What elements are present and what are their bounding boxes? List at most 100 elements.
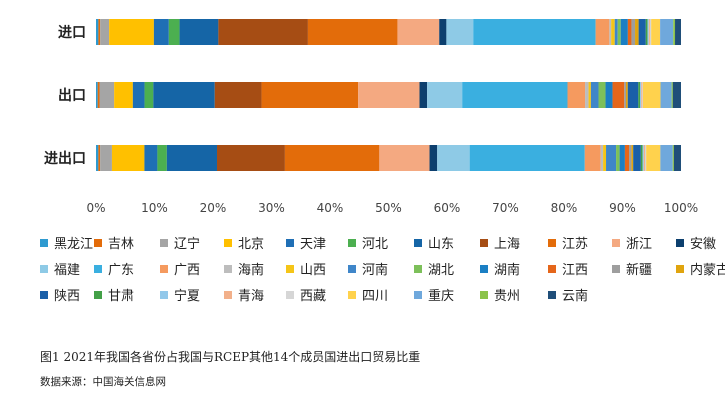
bar-segment (640, 82, 642, 108)
bar-segment (603, 145, 607, 171)
bar-segment (673, 145, 681, 171)
x-tick-label: 30% (258, 201, 285, 215)
legend-item: 宁夏 (160, 285, 200, 304)
legend-item: 山东 (414, 233, 454, 252)
bar-segment (642, 82, 643, 108)
legend-item: 广西 (160, 259, 200, 278)
bar-segment (627, 19, 632, 45)
bar-segment (631, 19, 636, 45)
bar-segment (590, 82, 599, 108)
bar-segment (660, 145, 673, 171)
bar-segment (179, 19, 219, 45)
legend-label: 云南 (562, 289, 589, 304)
x-tick-label: 40% (317, 201, 344, 215)
legend-label: 内蒙古 (690, 263, 725, 278)
bar-segment (284, 145, 380, 171)
bar-segment (641, 82, 643, 108)
legend-swatch (676, 238, 684, 247)
bar-segment (611, 19, 615, 45)
legend-swatch (548, 264, 556, 273)
legend-label: 甘肃 (108, 289, 135, 304)
legend-row: 陕西 甘肃 宁夏 青海 西藏 四川 重庆 贵州 云南 (40, 285, 720, 311)
bar-segment (585, 82, 589, 108)
bar-segment (605, 82, 613, 108)
legend-swatch (40, 290, 48, 299)
bar-segment (649, 19, 652, 45)
bar-segment (144, 145, 158, 171)
bar-segment (429, 145, 438, 171)
bar-segment (218, 19, 308, 45)
bar-segment (261, 82, 359, 108)
legend-item: 天津 (286, 233, 326, 252)
bar-segment (612, 82, 625, 108)
bar-segment (437, 145, 470, 171)
legend-item: 北京 (224, 233, 264, 252)
legend-label: 陕西 (54, 289, 81, 304)
bar-segment (646, 145, 661, 171)
legend-swatch (548, 290, 556, 299)
legend-label: 四川 (362, 289, 389, 304)
legend-label: 广东 (108, 263, 135, 278)
legend-item: 河北 (348, 233, 388, 252)
legend-item: 海南 (224, 259, 264, 278)
bar-segment (98, 145, 101, 171)
legend-item: 福建 (40, 259, 80, 278)
legend-swatch (40, 264, 48, 273)
bar-segment (629, 145, 632, 171)
legend-item: 青海 (224, 285, 264, 304)
legend-label: 湖北 (428, 263, 455, 278)
legend-item: 新疆 (612, 259, 652, 278)
bar-segment (626, 82, 628, 108)
x-tick-label: 90% (609, 201, 636, 215)
bar-segment (462, 82, 568, 108)
bar-segment (609, 19, 612, 45)
bar-segment (627, 82, 639, 108)
legend-label: 黑龙江 (54, 237, 94, 252)
x-tick-label: 20% (200, 201, 227, 215)
bar-segment (624, 145, 630, 171)
bar-segment (217, 145, 285, 171)
legend-item: 江苏 (548, 233, 588, 252)
legend-swatch (286, 238, 294, 247)
bar-segment (642, 145, 644, 171)
legend-swatch (548, 238, 556, 247)
legend-label: 江苏 (562, 237, 589, 252)
legend-swatch (480, 238, 488, 247)
bar-segment (166, 145, 218, 171)
legend-item: 黑龙江 (40, 233, 93, 252)
bar-segment (473, 19, 596, 45)
legend-item: 江西 (548, 259, 588, 278)
legend-label: 浙江 (626, 237, 653, 252)
legend-swatch (414, 290, 422, 299)
x-tick-label: 0% (86, 201, 105, 215)
legend-swatch (286, 290, 294, 299)
bar-segment (100, 19, 110, 45)
legend-item: 重庆 (414, 285, 454, 304)
bar-segment (595, 19, 610, 45)
bar-segment (584, 145, 601, 171)
bar-segment (643, 145, 645, 171)
legend-item: 辽宁 (160, 233, 200, 252)
legend-item: 贵州 (480, 285, 520, 304)
legend-label: 吉林 (108, 237, 135, 252)
bar-segment (358, 82, 420, 108)
x-tick-label: 70% (492, 201, 519, 215)
legend-label: 海南 (238, 263, 265, 278)
legend-label: 贵州 (494, 289, 521, 304)
legend-label: 河北 (362, 237, 389, 252)
category-label: 进出口 (44, 150, 86, 167)
bar-segment (647, 19, 649, 45)
bar-segment (97, 82, 100, 108)
legend-swatch (224, 264, 232, 273)
x-tick-label: 100% (664, 201, 698, 215)
legend-swatch (348, 290, 356, 299)
x-tick-label: 80% (551, 201, 578, 215)
legend-label: 河南 (362, 263, 389, 278)
bar-segment (111, 145, 145, 171)
bar-segment (153, 19, 169, 45)
legend-swatch (94, 290, 102, 299)
bar-segment (624, 82, 627, 108)
legend-swatch (676, 264, 684, 273)
bar-segment (638, 19, 646, 45)
